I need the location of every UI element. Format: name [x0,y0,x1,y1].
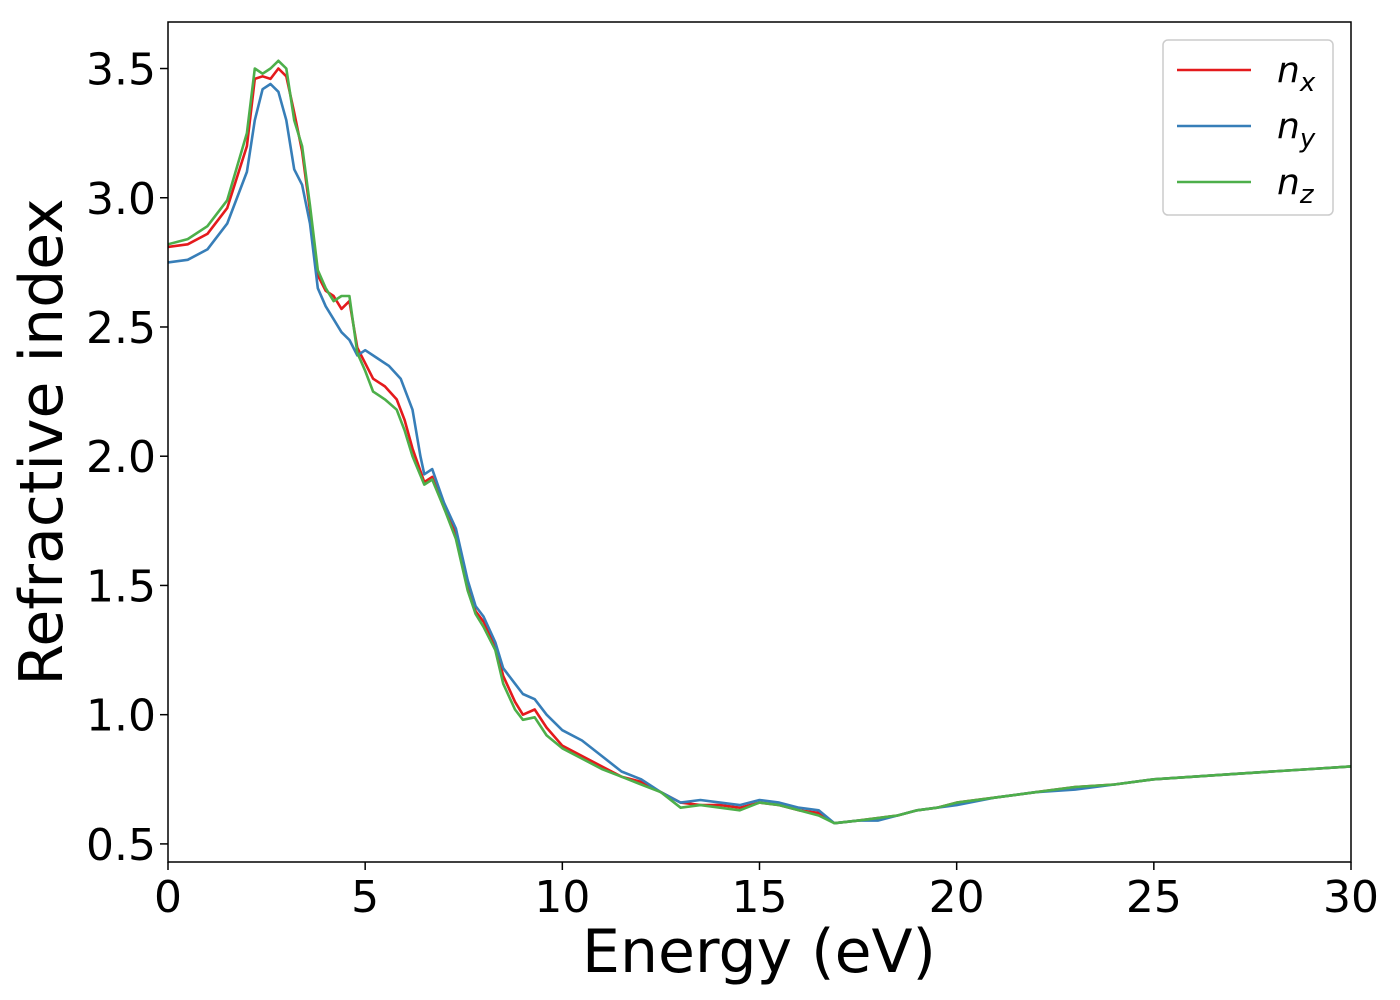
x-axis-title: Energy (eV) [582,917,936,987]
x-tick-label: 25 [1126,872,1182,923]
series-layer [168,59,1351,825]
y-tick-label: 2.0 [86,432,156,483]
x-tick-label: 10 [534,872,590,923]
legend-label-y: ny [1277,106,1316,154]
x-tick-label: 5 [351,872,379,923]
legend: nx ny nz [1162,39,1334,216]
y-tick-label: 0.5 [86,820,156,871]
y-axis-title: Refractive index [7,198,77,685]
y-tick-label: 1.0 [86,691,156,742]
legend-box [1162,39,1334,216]
x-axis: 0 5 10 15 20 25 30 [154,862,1379,923]
x-tick-label: 20 [929,872,985,923]
y-tick-label: 2.5 [86,303,156,354]
y-tick-label: 3.0 [86,174,156,225]
series-line-z [168,59,1351,825]
x-tick-label: 0 [154,872,182,923]
y-axis: 0.5 1.0 1.5 2.0 2.5 3.0 3.5 [86,45,168,871]
y-tick-label: 3.5 [86,45,156,96]
x-tick-label: 30 [1323,872,1379,923]
y-tick-label: 1.5 [86,561,156,612]
legend-label-z: nz [1277,162,1315,210]
legend-label-x: nx [1277,50,1316,98]
x-tick-label: 15 [732,872,788,923]
